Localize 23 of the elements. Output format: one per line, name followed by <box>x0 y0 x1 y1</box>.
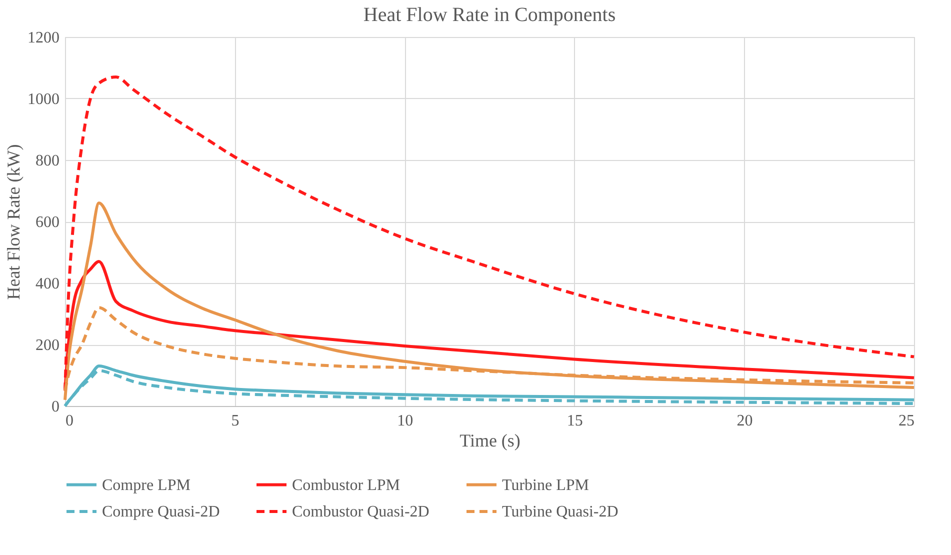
legend-label: Combustor LPM <box>292 476 400 494</box>
x-tick-label: 0 <box>66 412 74 430</box>
x-axis-title: Time (s) <box>460 430 520 450</box>
line-series <box>64 202 916 402</box>
legend-label: Combustor Quasi-2D <box>292 504 430 520</box>
x-tick-label: 25 <box>898 412 914 430</box>
x-tick-label: 5 <box>231 412 240 430</box>
x-tick-label: 15 <box>566 412 583 430</box>
chart-title: Heat Flow Rate in Components <box>363 4 616 26</box>
y-tick-label: 600 <box>36 214 60 231</box>
y-tick-label: 400 <box>36 276 60 292</box>
y-tick-label: 1000 <box>28 91 60 108</box>
legend-label: Turbine Quasi-2D <box>502 504 618 520</box>
y-tick-label: 800 <box>36 152 60 170</box>
x-tick-label: 10 <box>397 412 414 430</box>
y-tick-label: 200 <box>36 337 60 354</box>
y-tick-label: 0 <box>52 398 60 416</box>
legend-label: Compre Quasi-2D <box>102 504 220 520</box>
y-axis-title: Heat Flow Rate (kW) <box>4 144 24 300</box>
legend-label: Turbine LPM <box>502 476 589 494</box>
y-tick-label: 1200 <box>28 30 60 46</box>
legend-label: Compre LPM <box>102 476 190 494</box>
x-tick-label: 20 <box>736 412 753 430</box>
